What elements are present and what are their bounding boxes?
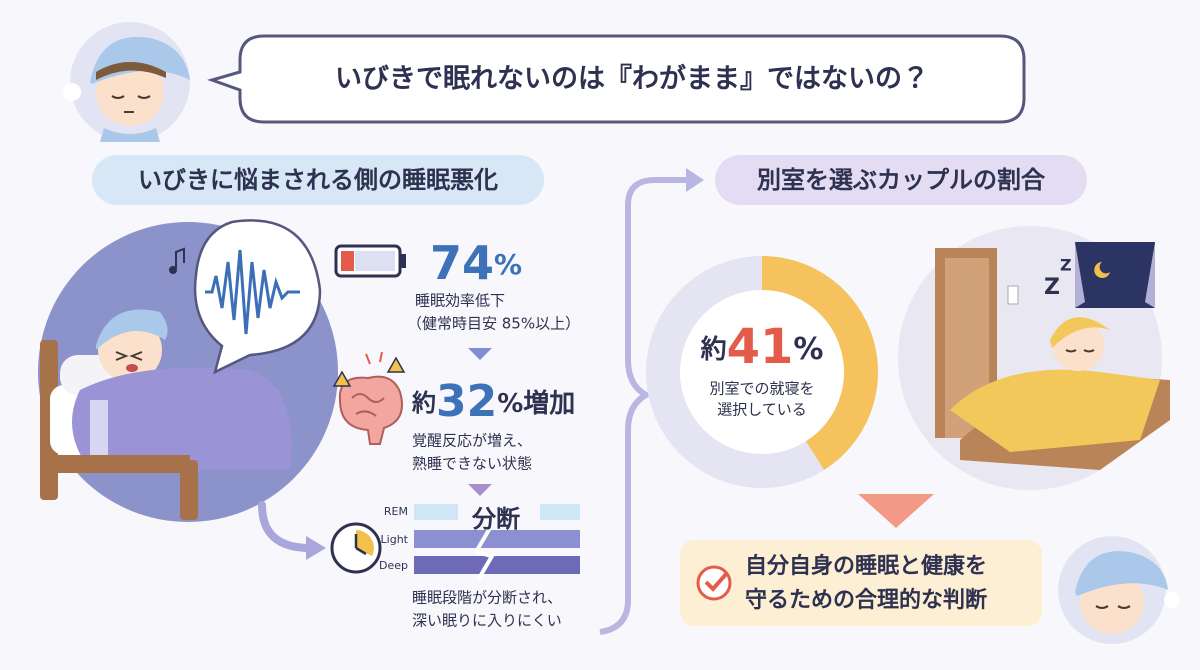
snoring-illustration-part [126,364,138,372]
donut-arc [761,256,878,470]
right-heading: 別室を選ぶカップルの割合 [757,166,1046,194]
stage-label: Light [381,533,409,546]
donut-prefix: 約 [700,334,727,365]
avatar-top-part [100,128,160,142]
title-bubble-part [207,34,1026,124]
title-bubble [207,34,1026,124]
battery-icon-part [341,251,354,271]
stat-unit: % [494,248,522,281]
snoring-illustration [38,219,338,522]
stat-value: 約32%増加 [411,376,575,427]
donut-arc-layer [761,256,878,470]
bedroom-illustration-part [950,369,1160,452]
conclusion-text: 守るための合理的な判断 [745,587,987,613]
donut-unit: % [793,332,823,367]
clock-icon [330,522,382,574]
snoring-illustration-part [40,455,190,473]
donut-number: 41 [727,319,794,375]
brain-icon [332,351,406,445]
sleep-mark: Z [1044,275,1060,300]
avatar-bottom [1058,536,1180,644]
fragment-label: 分断 [471,505,520,533]
check-icon-part [696,565,732,601]
snoring-illustration-part [205,249,300,335]
sleep-stage-bars-part [414,504,458,520]
down-arrow [468,348,492,360]
avatar-top [63,22,190,142]
connector [599,177,690,635]
sleep-stage-bars-part [540,504,580,520]
sleep-stage-bars-part [472,526,496,582]
avatar-bottom-part [1095,605,1131,609]
stat-desc: 睡眠段階が分断され、 [412,589,562,607]
snoring-illustration-part [96,309,168,350]
stat-number: 32 [436,376,497,427]
sleep-stage-bars-part [414,530,580,548]
brain-icon-part [365,351,383,365]
connector-head [686,168,704,192]
down-arrow [858,494,934,528]
donut-center [680,290,844,454]
avatar-bottom-part [1164,592,1180,608]
bedroom-illustration-part [1065,349,1095,353]
sleep-mark: Z [1060,256,1072,275]
bedroom-illustration [898,226,1170,490]
check-icon-part [704,571,729,592]
brain-icon-part [338,375,403,445]
donut-value: 約41% [700,319,824,375]
stat-desc: 睡眠効率低下 [415,292,505,310]
bedroom-illustration-part [1050,317,1110,348]
snoring-illustration-part [169,266,177,274]
avatar-top-part [63,83,81,101]
battery-icon-part [355,251,395,271]
clock-icon-part [354,534,367,556]
left-heading: いびきに悩まされる側の睡眠悪化 [138,166,498,194]
left-heading-pill [92,155,544,205]
stat-desc: 熟睡できない状態 [412,455,532,473]
donut-desc: 別室での就寝を [709,380,814,398]
bedroom-illustration-part [1094,262,1110,278]
conclusion-text: 自分自身の睡眠と健康を [745,553,987,579]
avatar-bottom-part [1075,551,1168,596]
stat-unit: %増加 [497,389,575,419]
down-arrow [468,484,492,496]
snoring-illustration-part [115,351,143,361]
stat-desc: （健常時目安 85%以上） [407,315,580,333]
check-icon [696,565,732,601]
sleep-stage-bars-part [414,556,580,574]
stat-desc: 深い眠りに入りにくい [412,612,562,630]
flow-arrow-head [306,536,326,560]
brain-icon-part [351,393,385,417]
conclusion-box [680,540,1042,626]
bedroom-illustration-part [1007,285,1019,305]
stage-label: REM [384,505,408,518]
bedroom-illustration-part [1075,242,1155,308]
flow-arrow [258,501,314,552]
stat-number: 74 [430,236,494,290]
snoring-illustration-part [193,219,322,375]
snoring-illustration-part [180,460,198,520]
snoring-illustration-part [90,400,108,470]
snoring-illustration-part [72,367,292,470]
avatar-top-part [96,62,166,80]
stage-label: Deep [379,559,408,572]
avatar-top-part [111,95,151,99]
title: いびきで眠れないのは『わがまま』ではないの？ [335,63,929,95]
donut-desc: 選択している [717,401,807,419]
stat-value: 74% [430,236,522,290]
snoring-illustration-part [175,247,185,268]
right-heading-pill [715,155,1087,205]
brain-icon-part [332,356,406,387]
stat-desc: 覚醒反応が増え、 [412,432,532,450]
bedroom-illustration-part [1075,242,1155,308]
battery-icon [334,244,406,278]
sleep-stage-bars [414,504,580,582]
stat-prefix: 約 [411,389,436,417]
battery-icon-part [400,254,406,268]
